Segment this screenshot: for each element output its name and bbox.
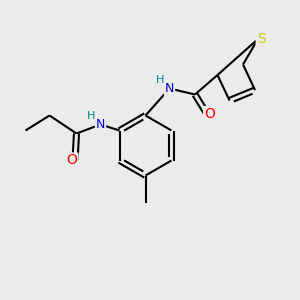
Text: S: S [256,32,266,46]
Text: H: H [87,111,96,121]
Text: N: N [165,82,174,95]
Text: O: O [67,154,77,167]
Text: O: O [204,107,215,121]
Text: N: N [96,118,105,131]
Text: H: H [156,75,164,85]
